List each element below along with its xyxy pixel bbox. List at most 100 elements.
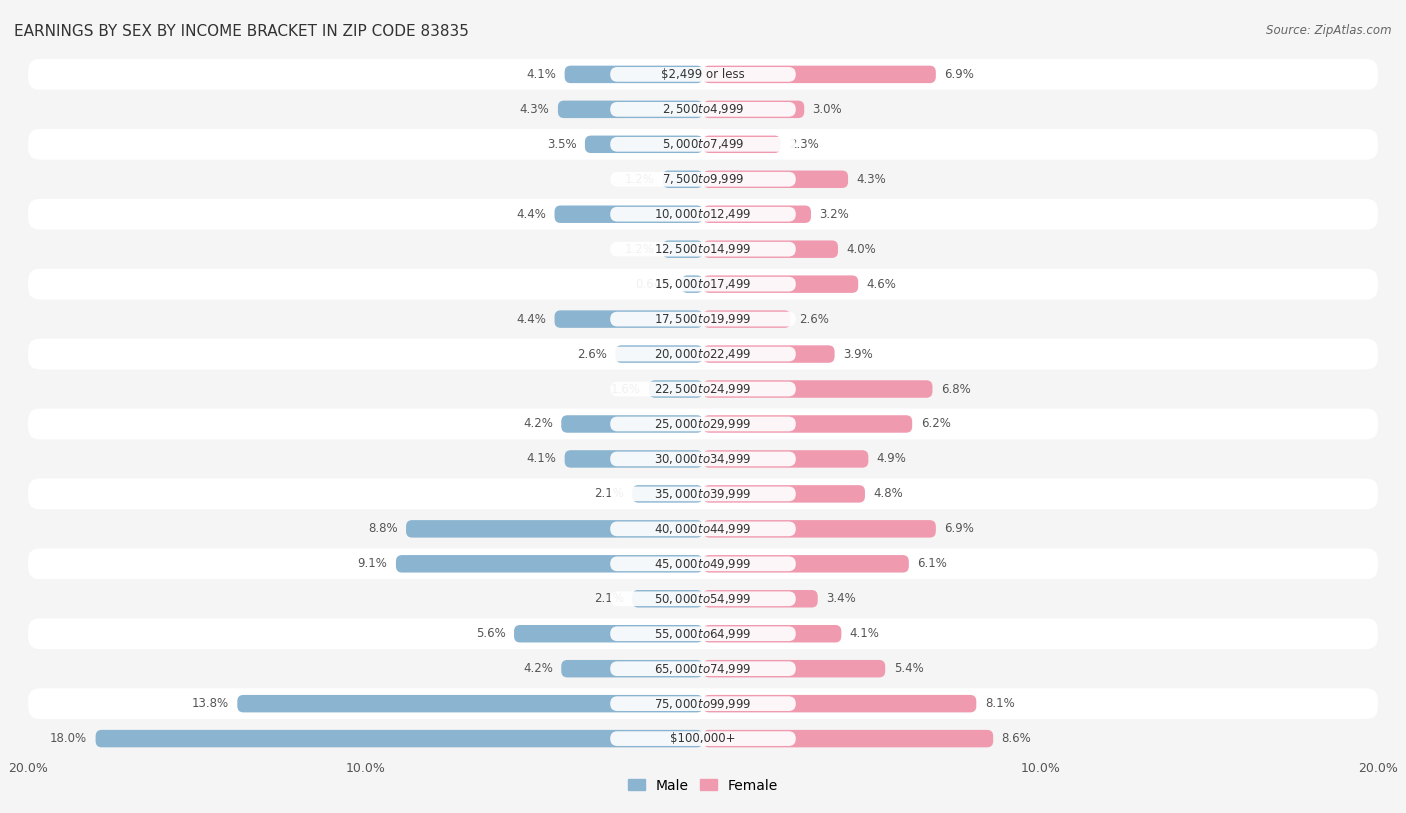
Text: 6.9%: 6.9%: [945, 68, 974, 80]
FancyBboxPatch shape: [703, 625, 841, 642]
FancyBboxPatch shape: [703, 311, 790, 328]
FancyBboxPatch shape: [28, 654, 1378, 684]
FancyBboxPatch shape: [28, 479, 1378, 509]
Text: 3.4%: 3.4%: [827, 593, 856, 605]
Text: EARNINGS BY SEX BY INCOME BRACKET IN ZIP CODE 83835: EARNINGS BY SEX BY INCOME BRACKET IN ZIP…: [14, 24, 470, 39]
FancyBboxPatch shape: [610, 137, 796, 152]
FancyBboxPatch shape: [610, 346, 796, 362]
Text: 4.1%: 4.1%: [526, 453, 557, 465]
Text: $50,000 to $54,999: $50,000 to $54,999: [654, 592, 752, 606]
FancyBboxPatch shape: [616, 346, 703, 363]
FancyBboxPatch shape: [703, 136, 780, 153]
FancyBboxPatch shape: [650, 380, 703, 398]
FancyBboxPatch shape: [610, 381, 796, 397]
Text: 3.9%: 3.9%: [844, 348, 873, 360]
FancyBboxPatch shape: [633, 590, 703, 607]
FancyBboxPatch shape: [703, 66, 936, 83]
FancyBboxPatch shape: [28, 199, 1378, 229]
FancyBboxPatch shape: [610, 67, 796, 82]
FancyBboxPatch shape: [610, 521, 796, 537]
Text: $5,000 to $7,499: $5,000 to $7,499: [662, 137, 744, 151]
Text: 6.8%: 6.8%: [941, 383, 970, 395]
FancyBboxPatch shape: [558, 101, 703, 118]
FancyBboxPatch shape: [703, 695, 976, 712]
FancyBboxPatch shape: [662, 241, 703, 258]
Text: 8.1%: 8.1%: [984, 698, 1015, 710]
FancyBboxPatch shape: [28, 339, 1378, 369]
Text: 6.9%: 6.9%: [945, 523, 974, 535]
Text: 5.4%: 5.4%: [894, 663, 924, 675]
FancyBboxPatch shape: [703, 241, 838, 258]
Legend: Male, Female: Male, Female: [623, 773, 783, 798]
FancyBboxPatch shape: [28, 514, 1378, 544]
FancyBboxPatch shape: [396, 555, 703, 572]
FancyBboxPatch shape: [703, 660, 886, 677]
FancyBboxPatch shape: [703, 346, 835, 363]
FancyBboxPatch shape: [610, 207, 796, 222]
FancyBboxPatch shape: [554, 311, 703, 328]
Text: 6.2%: 6.2%: [921, 418, 950, 430]
Text: $30,000 to $34,999: $30,000 to $34,999: [654, 452, 752, 466]
FancyBboxPatch shape: [28, 584, 1378, 614]
Text: 8.8%: 8.8%: [368, 523, 398, 535]
FancyBboxPatch shape: [585, 136, 703, 153]
Text: 9.1%: 9.1%: [357, 558, 388, 570]
FancyBboxPatch shape: [515, 625, 703, 642]
FancyBboxPatch shape: [28, 724, 1378, 754]
FancyBboxPatch shape: [610, 661, 796, 676]
FancyBboxPatch shape: [610, 276, 796, 292]
Text: 4.8%: 4.8%: [873, 488, 903, 500]
Text: 4.0%: 4.0%: [846, 243, 876, 255]
Text: 1.6%: 1.6%: [610, 383, 641, 395]
Text: 4.1%: 4.1%: [526, 68, 557, 80]
FancyBboxPatch shape: [610, 416, 796, 432]
Text: $25,000 to $29,999: $25,000 to $29,999: [654, 417, 752, 431]
FancyBboxPatch shape: [703, 555, 908, 572]
FancyBboxPatch shape: [28, 129, 1378, 159]
FancyBboxPatch shape: [28, 619, 1378, 649]
Text: $7,500 to $9,999: $7,500 to $9,999: [662, 172, 744, 186]
Text: $15,000 to $17,499: $15,000 to $17,499: [654, 277, 752, 291]
FancyBboxPatch shape: [561, 415, 703, 433]
Text: $20,000 to $22,499: $20,000 to $22,499: [654, 347, 752, 361]
Text: $55,000 to $64,999: $55,000 to $64,999: [654, 627, 752, 641]
Text: 2.6%: 2.6%: [576, 348, 607, 360]
Text: 4.4%: 4.4%: [516, 313, 546, 325]
FancyBboxPatch shape: [28, 374, 1378, 404]
FancyBboxPatch shape: [610, 172, 796, 187]
FancyBboxPatch shape: [238, 695, 703, 712]
Text: $10,000 to $12,499: $10,000 to $12,499: [654, 207, 752, 221]
Text: $22,500 to $24,999: $22,500 to $24,999: [654, 382, 752, 396]
Text: 4.1%: 4.1%: [849, 628, 880, 640]
FancyBboxPatch shape: [28, 269, 1378, 299]
FancyBboxPatch shape: [703, 276, 858, 293]
Text: 1.2%: 1.2%: [624, 173, 654, 185]
FancyBboxPatch shape: [28, 689, 1378, 719]
Text: $2,499 or less: $2,499 or less: [661, 68, 745, 80]
FancyBboxPatch shape: [703, 380, 932, 398]
FancyBboxPatch shape: [561, 660, 703, 677]
Text: $35,000 to $39,999: $35,000 to $39,999: [654, 487, 752, 501]
Text: 3.5%: 3.5%: [547, 138, 576, 150]
Text: $17,500 to $19,999: $17,500 to $19,999: [654, 312, 752, 326]
Text: $12,500 to $14,999: $12,500 to $14,999: [654, 242, 752, 256]
FancyBboxPatch shape: [703, 590, 818, 607]
FancyBboxPatch shape: [28, 549, 1378, 579]
Text: 0.64%: 0.64%: [636, 278, 673, 290]
Text: $100,000+: $100,000+: [671, 733, 735, 745]
FancyBboxPatch shape: [703, 520, 936, 537]
Text: $65,000 to $74,999: $65,000 to $74,999: [654, 662, 752, 676]
Text: $45,000 to $49,999: $45,000 to $49,999: [654, 557, 752, 571]
FancyBboxPatch shape: [703, 730, 993, 747]
FancyBboxPatch shape: [610, 486, 796, 502]
FancyBboxPatch shape: [28, 304, 1378, 334]
FancyBboxPatch shape: [28, 409, 1378, 439]
Text: 13.8%: 13.8%: [191, 698, 229, 710]
Text: 4.9%: 4.9%: [877, 453, 907, 465]
Text: 2.1%: 2.1%: [593, 593, 624, 605]
FancyBboxPatch shape: [703, 450, 869, 467]
Text: Source: ZipAtlas.com: Source: ZipAtlas.com: [1267, 24, 1392, 37]
FancyBboxPatch shape: [703, 485, 865, 502]
FancyBboxPatch shape: [703, 206, 811, 223]
FancyBboxPatch shape: [610, 241, 796, 257]
